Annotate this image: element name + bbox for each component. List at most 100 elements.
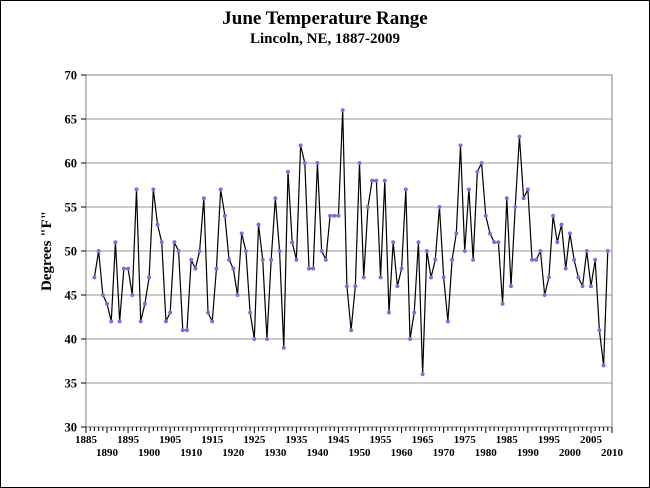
data-point: [529, 257, 535, 262]
data-point: [597, 328, 602, 333]
data-point: [546, 275, 551, 280]
data-point: [311, 266, 316, 271]
data-point: [420, 372, 425, 377]
data-point: [239, 231, 244, 236]
series-markers: [92, 108, 610, 377]
data-point: [197, 248, 202, 254]
x-tick-label: 1915: [201, 434, 224, 446]
data-point: [517, 134, 522, 139]
data-point: [378, 275, 383, 280]
data-point: [584, 248, 589, 254]
x-tick-label: 1985: [496, 434, 519, 446]
data-point: [96, 248, 101, 254]
data-point: [151, 187, 156, 192]
data-point: [521, 196, 526, 201]
x-tick-label: 1900: [138, 447, 161, 459]
data-point: [416, 240, 421, 245]
data-point: [121, 266, 126, 271]
data-point: [281, 345, 286, 350]
data-point: [210, 319, 215, 324]
data-point: [500, 301, 505, 306]
x-tick-label: 1975: [454, 434, 477, 446]
data-point: [496, 240, 501, 245]
data-point: [214, 266, 219, 271]
data-point: [395, 284, 400, 289]
data-point: [492, 240, 497, 245]
data-point: [441, 275, 446, 280]
data-point: [243, 248, 248, 254]
data-point: [193, 266, 198, 271]
data-point: [534, 257, 539, 262]
data-point: [382, 178, 387, 183]
data-point: [264, 336, 269, 342]
data-point: [227, 257, 232, 262]
data-point: [588, 284, 594, 289]
data-point: [487, 231, 493, 236]
data-point: [235, 292, 240, 298]
data-point: [130, 292, 135, 298]
data-point: [542, 292, 547, 298]
x-tick-label: 1895: [117, 434, 140, 446]
data-point: [205, 310, 211, 315]
data-point: [429, 275, 434, 280]
chart-title: June Temperature Range: [222, 8, 428, 29]
y-tick-label: 50: [65, 245, 78, 259]
data-point: [306, 266, 312, 271]
x-tick-label: 1940: [306, 447, 329, 459]
x-tick-label: 1905: [159, 434, 182, 446]
x-tick-label: 1945: [327, 434, 350, 446]
data-point: [386, 310, 392, 315]
data-point: [559, 222, 564, 227]
data-point: [248, 310, 253, 315]
data-point: [483, 213, 488, 218]
x-tick-label: 1935: [285, 434, 308, 446]
y-tick-label: 35: [65, 377, 78, 391]
data-point: [437, 204, 442, 210]
data-point: [445, 319, 450, 324]
data-point: [159, 240, 164, 245]
data-point: [504, 196, 509, 201]
data-point: [479, 160, 484, 166]
data-point: [349, 328, 354, 333]
data-point: [450, 257, 455, 262]
data-point: [551, 213, 556, 218]
x-tick-label: 1965: [412, 434, 435, 446]
x-tick-label: 1955: [370, 434, 393, 446]
series-line: [93, 110, 609, 375]
data-point: [332, 213, 337, 218]
data-point: [222, 213, 227, 218]
y-tick-label: 65: [65, 113, 78, 127]
data-point: [471, 257, 476, 262]
x-tick-label: 1920: [222, 447, 245, 459]
data-point: [298, 143, 303, 148]
data-point: [601, 363, 606, 368]
data-point: [323, 257, 328, 262]
data-point: [302, 160, 307, 166]
y-tick-label: 70: [65, 69, 78, 83]
data-point: [475, 169, 480, 174]
data-point: [269, 257, 274, 262]
data-point: [252, 336, 257, 342]
x-tick-label: 1890: [96, 447, 119, 459]
x-tick-label: 2000: [559, 447, 582, 459]
x-tick-label: 1995: [538, 434, 561, 446]
data-point: [538, 248, 543, 254]
x-axis-ticks: 1885 1895 1905 1915 1925 1935 1945 1955 1965 1975…: [75, 427, 624, 459]
chart-subtitle: Lincoln, NE, 1887-2009: [249, 31, 400, 47]
x-tick-label: 1960: [391, 447, 414, 459]
data-point: [328, 213, 333, 218]
x-tick-label: 1970: [433, 447, 456, 459]
data-point: [365, 204, 370, 210]
data-point: [462, 248, 467, 254]
data-point: [433, 257, 438, 262]
y-axis-label: Degrees "F": [39, 211, 55, 291]
data-point: [180, 328, 185, 333]
data-point: [458, 143, 463, 148]
x-tick-label: 1990: [517, 447, 540, 459]
y-axis-ticks: 30 35 40 45 50 55 60 65 70: [65, 69, 86, 435]
data-point: [142, 301, 147, 306]
data-point: [155, 222, 160, 227]
x-tick-label: 2010: [601, 447, 624, 459]
y-tick-label: 45: [65, 289, 78, 303]
